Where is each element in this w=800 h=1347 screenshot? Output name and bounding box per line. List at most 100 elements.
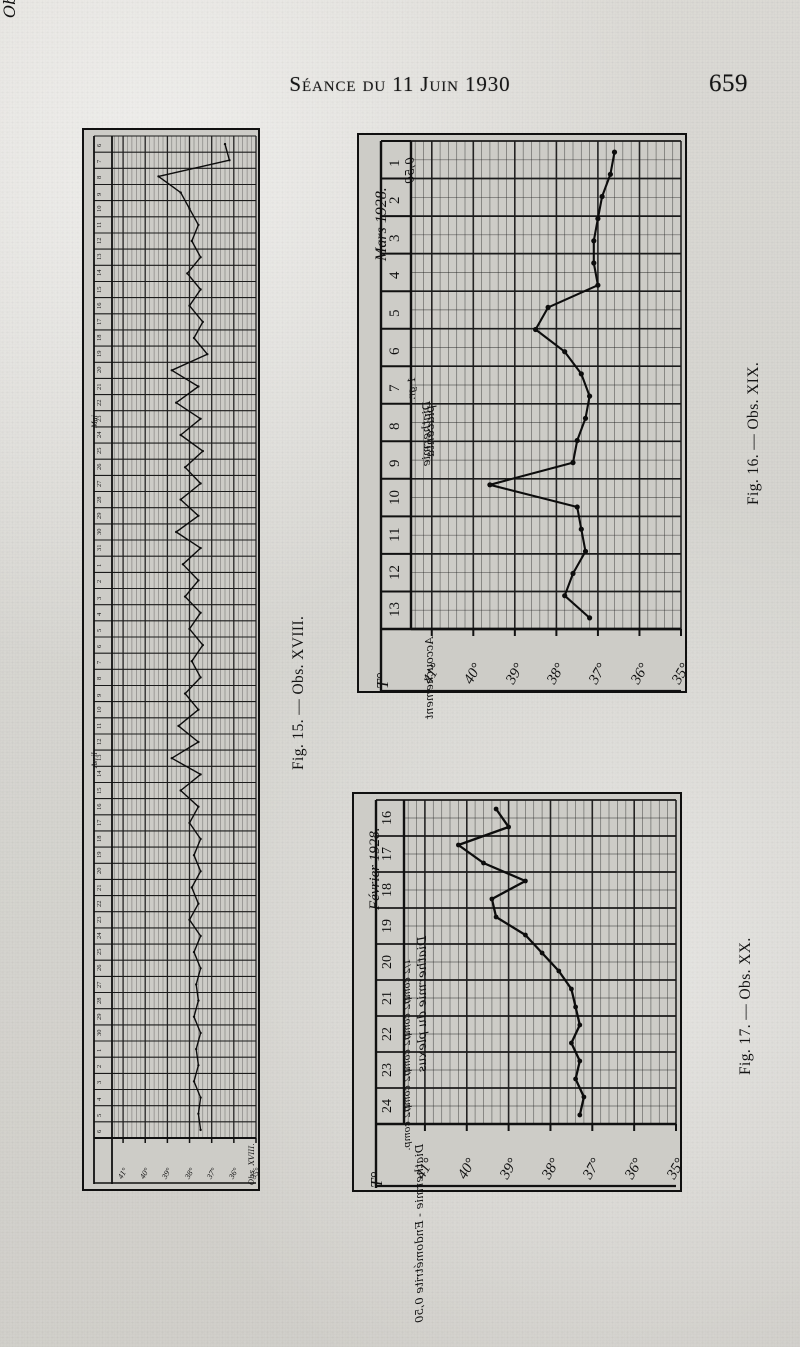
figure-15-day-9-34: 9 bbox=[96, 693, 103, 697]
figure-17-day-23: 23 bbox=[380, 1063, 395, 1077]
figure-16-day-5: 5 bbox=[387, 309, 403, 317]
figure-15-day-19-13: 19 bbox=[96, 350, 103, 358]
figure-15-month-avril: Avril bbox=[90, 752, 99, 768]
figure-15-obs-label: Obs. XVIII. bbox=[247, 1143, 256, 1185]
figure-15-day-29-23: 29 bbox=[96, 512, 103, 519]
figure-17-plot bbox=[354, 794, 680, 1190]
figure-15-day-3-28: 3 bbox=[96, 596, 103, 600]
figure-17-day-22: 22 bbox=[380, 1027, 395, 1041]
figure-15-day-22-47: 22 bbox=[96, 900, 103, 907]
figure-15-day-20-14: 20 bbox=[96, 366, 103, 374]
figure-15-day-16-10: 16 bbox=[96, 302, 103, 309]
figure-15-day-11-36: 11 bbox=[96, 722, 103, 729]
figure-15-plot bbox=[84, 130, 258, 1189]
figure-16-day-8: 8 bbox=[387, 422, 403, 430]
figure-15-day-6-61: 6 bbox=[96, 1129, 103, 1133]
figure-15-day-8-33: 8 bbox=[96, 677, 103, 681]
figure-15-day-6-0: 6 bbox=[96, 143, 103, 148]
figure-17-month-label: Février 1928. bbox=[367, 827, 383, 910]
figure-15-day-3-58: 3 bbox=[96, 1081, 103, 1085]
figure-15-day-19-44: 19 bbox=[96, 851, 103, 859]
figure-15-day-1-56: 1 bbox=[96, 1048, 103, 1053]
figure-15-day-27-21: 27 bbox=[96, 480, 103, 487]
figure-15-day-12-37: 12 bbox=[96, 738, 103, 746]
figure-15-day-13-7: 13 bbox=[96, 253, 103, 261]
figure-16-month-label: Mars 1928. bbox=[373, 187, 390, 261]
figure-15-day-15-40: 15 bbox=[96, 787, 103, 794]
figure-16-plot bbox=[359, 135, 685, 691]
page-number: 659 bbox=[709, 70, 748, 97]
figure-17-temperature-header: T° bbox=[367, 1171, 386, 1188]
figure-17: 16 17 18 19 20 21 22 23 24 41° 40° 39° 38° 37° 36° 35°… bbox=[352, 792, 688, 1323]
figure-16-day-10: 10 bbox=[387, 489, 403, 505]
figure-16-caption: Fig. 16. — Obs. XIX. bbox=[745, 361, 762, 505]
figure-15-day-8-2: 8 bbox=[96, 176, 103, 180]
figure-15-day-18-12: 18 bbox=[96, 334, 103, 342]
figure-15-day-21-15: 21 bbox=[96, 383, 103, 390]
figure-15-day-5-60: 5 bbox=[96, 1113, 103, 1117]
figure-15-day-26-20: 26 bbox=[96, 463, 103, 471]
figure-17-annotation-diathermie-plexus: Diathermie du plexus bbox=[414, 936, 429, 1073]
figure-17-day-16: 16 bbox=[380, 811, 395, 825]
figure-15-day-14-39: 14 bbox=[96, 770, 103, 778]
figure-16-day-11: 11 bbox=[387, 527, 403, 543]
figure-15-day-24-18: 24 bbox=[96, 431, 103, 439]
figure-15-day-30-55: 30 bbox=[96, 1029, 103, 1037]
figure-16-day-1: 1 bbox=[387, 159, 403, 167]
figure-17-day-19: 19 bbox=[380, 919, 395, 933]
figure-15-day-14-8: 14 bbox=[96, 269, 103, 277]
figure-15: 6 7 8 9 10 11 12 13 14 15 16 17 18 19 20 21 22 23 24 25 26 27… bbox=[82, 128, 262, 1191]
figure-15-day-10-4: 10 bbox=[96, 205, 103, 212]
figure-16-day-4: 4 bbox=[387, 271, 403, 280]
figure-16-day-6: 6 bbox=[387, 347, 403, 355]
figure-17-day-21: 21 bbox=[380, 991, 395, 1005]
figure-15-day-17-11: 17 bbox=[96, 318, 103, 325]
figure-15-day-16-41: 16 bbox=[96, 803, 103, 810]
figure-16-annotation-placenta: placenta bbox=[423, 405, 437, 458]
figure-15-day-7-1: 7 bbox=[96, 159, 103, 164]
figure-15-day-30-24: 30 bbox=[96, 528, 103, 536]
figure-15-day-28-53: 28 bbox=[96, 997, 103, 1004]
figure-15-day-31-25: 31 bbox=[96, 544, 103, 552]
figure-16-day-7: 7 bbox=[387, 384, 403, 393]
figure-15-day-12-6: 12 bbox=[96, 237, 103, 245]
figure-17-caption: Fig. 17. — Obs. XX. bbox=[737, 937, 754, 1075]
figure-15-day-6-31: 6 bbox=[96, 644, 103, 649]
figure-17-obs-label: Obs. XX. bbox=[0, 0, 19, 18]
figure-17-day-20: 20 bbox=[380, 955, 395, 969]
figure-15-day-15-9: 15 bbox=[96, 286, 103, 293]
figure-16-annotation-dose-050: 0,50 bbox=[403, 157, 417, 184]
figure-16-day-13: 13 bbox=[387, 602, 403, 618]
figure-15-day-5-30: 5 bbox=[96, 628, 103, 632]
running-head: Séance du 11 Juin 1930 bbox=[0, 72, 800, 97]
figure-15-day-7-32: 7 bbox=[96, 660, 103, 665]
figure-17-annotation-endometrite: Diathermie - Endométrite 0,50 bbox=[412, 1144, 426, 1323]
figure-16-chart bbox=[357, 133, 687, 693]
figure-15-day-4-29: 4 bbox=[96, 612, 103, 616]
figure-15-day-11-5: 11 bbox=[96, 221, 103, 228]
figure-17-chart bbox=[352, 792, 682, 1192]
figure-16-day-9: 9 bbox=[387, 459, 403, 468]
figure-15-day-17-42: 17 bbox=[96, 819, 103, 826]
figure-16: 1 2 3 4 5 6 7 8 9 10 11 12 13 41° 40° 39° 38° 37° 36° 35° … bbox=[357, 133, 693, 719]
figure-15-caption: Fig. 15. — Obs. XVIII. bbox=[290, 615, 307, 770]
figure-15-day-21-46: 21 bbox=[96, 884, 103, 891]
figure-17-dose-note-24: 1/2 comp. bbox=[402, 1102, 413, 1151]
running-head-title: Séance du 11 Juin 1930 bbox=[289, 72, 511, 96]
figure-15-day-26-51: 26 bbox=[96, 964, 103, 972]
figure-15-day-20-45: 20 bbox=[96, 867, 103, 875]
figure-15-day-4-59: 4 bbox=[96, 1097, 103, 1101]
figure-15-day-23-48: 23 bbox=[96, 916, 103, 923]
figure-17-day-24: 24 bbox=[380, 1099, 395, 1113]
figure-16-annotation-dose-1gr: 1 gr. bbox=[407, 377, 418, 400]
figure-15-day-24-49: 24 bbox=[96, 932, 103, 940]
figure-15-day-18-43: 18 bbox=[96, 835, 103, 843]
figure-15-day-25-50: 25 bbox=[96, 948, 103, 956]
figure-15-day-2-27: 2 bbox=[96, 580, 103, 584]
figure-15-day-28-22: 28 bbox=[96, 496, 103, 503]
figure-16-annotation-accouchement: Accouchement bbox=[423, 637, 436, 720]
figure-15-day-10-35: 10 bbox=[96, 706, 103, 713]
figure-15-day-25-19: 25 bbox=[96, 447, 103, 455]
figure-15-chart bbox=[82, 128, 260, 1191]
figure-15-day-27-52: 27 bbox=[96, 981, 103, 988]
